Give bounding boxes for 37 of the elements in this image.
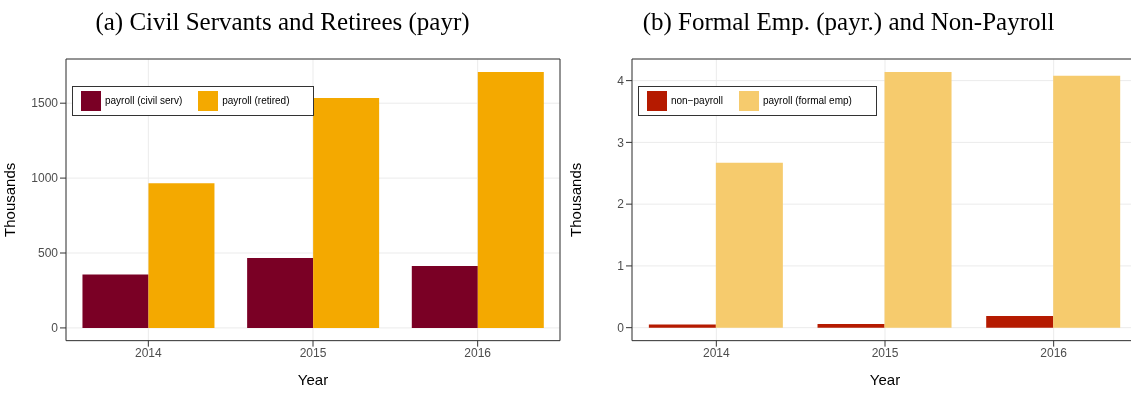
y-tick-label: 1 bbox=[617, 259, 625, 274]
bar bbox=[82, 274, 149, 328]
bar bbox=[148, 183, 215, 328]
y-tick-label: 1000 bbox=[31, 171, 59, 186]
x-tick-label: 2014 bbox=[702, 346, 730, 361]
x-tick-label: 2015 bbox=[871, 346, 899, 361]
bar bbox=[477, 71, 544, 328]
legend-label: payroll (retired) bbox=[222, 95, 290, 106]
bar bbox=[247, 258, 314, 328]
legend-label: payroll (civil serv) bbox=[105, 95, 183, 106]
bar bbox=[986, 315, 1054, 328]
x-tick-label: 2015 bbox=[299, 346, 327, 361]
bar bbox=[313, 98, 380, 328]
y-tick-label: 0 bbox=[617, 320, 625, 335]
bar bbox=[411, 266, 478, 328]
chart-title: (a) Civil Servants and Retirees (payr) bbox=[94, 8, 471, 36]
bar bbox=[648, 324, 716, 328]
y-tick-label: 2 bbox=[617, 197, 625, 212]
bar bbox=[715, 162, 783, 328]
y-tick-label: 3 bbox=[617, 135, 625, 150]
y-tick-label: 1500 bbox=[31, 96, 59, 111]
legend-label: non−payroll bbox=[671, 95, 723, 106]
x-tick-label: 2014 bbox=[134, 346, 162, 361]
bar bbox=[1053, 75, 1121, 328]
y-tick-label: 500 bbox=[37, 246, 59, 261]
y-axis-title: Thousands bbox=[567, 162, 585, 237]
legend-label: payroll (formal emp) bbox=[762, 95, 852, 106]
x-axis-title: Year bbox=[869, 370, 901, 388]
x-axis-title: Year bbox=[297, 370, 329, 388]
bar bbox=[884, 71, 952, 328]
y-tick-label: 0 bbox=[51, 321, 59, 336]
x-tick-label: 2016 bbox=[464, 346, 492, 361]
bar bbox=[817, 323, 885, 328]
chart-title: (b) Formal Emp. (payr.) and Non-Payroll bbox=[641, 8, 1056, 36]
y-axis-title: Thousands bbox=[1, 162, 19, 237]
x-tick-label: 2016 bbox=[1040, 346, 1068, 361]
y-tick-label: 4 bbox=[617, 73, 625, 88]
